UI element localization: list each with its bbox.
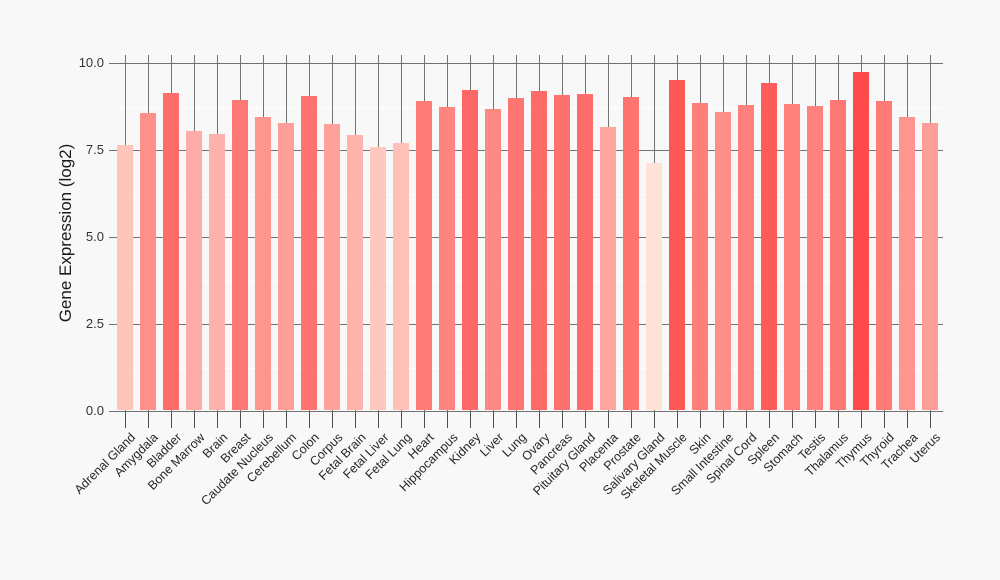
x-tick	[309, 412, 310, 428]
y-tick-label: 10.0	[78, 55, 104, 70]
bar	[784, 104, 800, 410]
bar	[439, 106, 455, 410]
bar	[163, 92, 179, 410]
x-tick	[631, 412, 632, 428]
bar	[623, 97, 639, 410]
x-tick	[700, 412, 701, 428]
minor-gridline	[115, 193, 943, 195]
bar	[278, 122, 294, 410]
minor-gridline	[115, 367, 943, 369]
bar	[508, 97, 524, 410]
minor-gridline	[115, 106, 943, 108]
y-tick-label: 0.0	[85, 403, 104, 418]
bar	[232, 100, 248, 410]
major-gridline-horizontal	[109, 63, 943, 64]
bar	[554, 95, 570, 410]
x-tick	[332, 412, 333, 428]
x-tick	[171, 412, 172, 428]
bar	[853, 72, 869, 410]
x-tick	[355, 412, 356, 428]
major-gridline-horizontal	[109, 411, 943, 412]
x-tick	[884, 412, 885, 428]
bar	[462, 89, 478, 410]
bar	[899, 116, 915, 410]
major-gridline-horizontal	[109, 150, 943, 151]
bar	[416, 100, 432, 410]
x-tick	[493, 412, 494, 428]
bar	[324, 124, 340, 410]
bar	[807, 106, 823, 410]
bar	[577, 93, 593, 410]
x-tick	[286, 412, 287, 428]
x-tick	[148, 412, 149, 428]
x-tick	[447, 412, 448, 428]
bar	[600, 126, 616, 410]
major-gridline-horizontal	[109, 237, 943, 238]
x-tick	[378, 412, 379, 428]
x-tick	[217, 412, 218, 428]
x-tick	[263, 412, 264, 428]
x-tick	[654, 412, 655, 428]
y-tick-label: 5.0	[85, 229, 104, 244]
bar	[485, 108, 501, 410]
bar	[646, 162, 662, 410]
bar	[301, 95, 317, 410]
y-tick-label: 2.5	[85, 316, 104, 331]
x-tick	[240, 412, 241, 428]
x-tick	[516, 412, 517, 428]
bar	[209, 134, 225, 410]
x-tick	[907, 412, 908, 428]
x-tick	[930, 412, 931, 428]
x-tick	[470, 412, 471, 428]
x-tick	[424, 412, 425, 428]
x-tick	[562, 412, 563, 428]
bar	[692, 103, 708, 410]
plot-panel	[109, 55, 943, 412]
x-tick	[539, 412, 540, 428]
x-tick	[792, 412, 793, 428]
bar	[830, 99, 846, 410]
bar	[738, 105, 754, 410]
bar	[370, 147, 386, 410]
bar	[715, 112, 731, 410]
bar	[761, 82, 777, 410]
bar	[117, 144, 133, 410]
bar	[669, 79, 685, 410]
y-tick-label: 7.5	[85, 142, 104, 157]
x-tick	[585, 412, 586, 428]
x-tick	[838, 412, 839, 428]
bar	[255, 117, 271, 410]
x-tick	[608, 412, 609, 428]
x-tick	[194, 412, 195, 428]
bar	[876, 101, 892, 410]
x-tick	[125, 412, 126, 428]
bar	[186, 130, 202, 410]
bar	[531, 90, 547, 410]
minor-gridline	[115, 280, 943, 282]
x-tick	[677, 412, 678, 428]
x-tick	[815, 412, 816, 428]
bar	[140, 113, 156, 410]
bar	[347, 135, 363, 410]
x-tick	[769, 412, 770, 428]
x-tick	[723, 412, 724, 428]
bar	[393, 143, 409, 410]
x-tick	[401, 412, 402, 428]
x-tick-label: Liver	[477, 430, 507, 460]
x-tick	[861, 412, 862, 428]
major-gridline-horizontal	[109, 324, 943, 325]
x-tick	[746, 412, 747, 428]
bar	[922, 122, 938, 410]
